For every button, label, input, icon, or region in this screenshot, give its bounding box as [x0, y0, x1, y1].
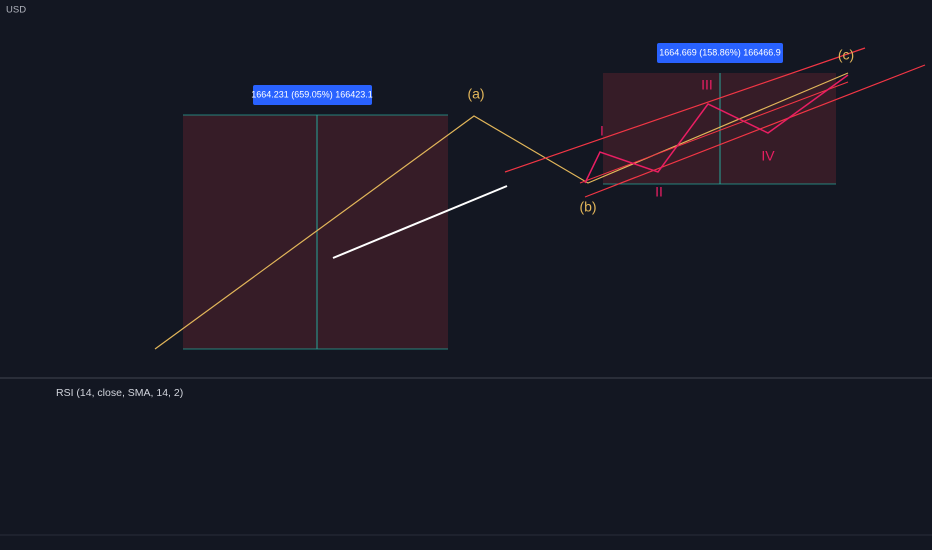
channel-line: [579, 81, 849, 184]
wave-label: (b): [579, 199, 596, 215]
measure-label: 1664.231 (659.05%) 166423.1: [251, 89, 373, 99]
measure-label: 1664.669 (158.86%) 166466.9: [659, 47, 781, 57]
wave-label: III: [701, 77, 713, 93]
wave-label: IV: [761, 148, 775, 164]
unit-label: USD: [6, 5, 26, 16]
measure-label-box: [657, 43, 783, 63]
wave-label: II: [655, 184, 663, 200]
measure-label-box: [253, 85, 372, 105]
trend-line: [332, 185, 508, 259]
wave-label: (a): [467, 86, 484, 102]
wave-path: [584, 74, 849, 184]
channel-line: [584, 64, 926, 198]
channel-line: [504, 47, 866, 173]
rsi-label: RSI (14, close, SMA, 14, 2): [56, 387, 183, 399]
wave-line: [154, 72, 849, 350]
wave-label: (c): [838, 47, 854, 63]
wave-label: I: [600, 123, 604, 139]
